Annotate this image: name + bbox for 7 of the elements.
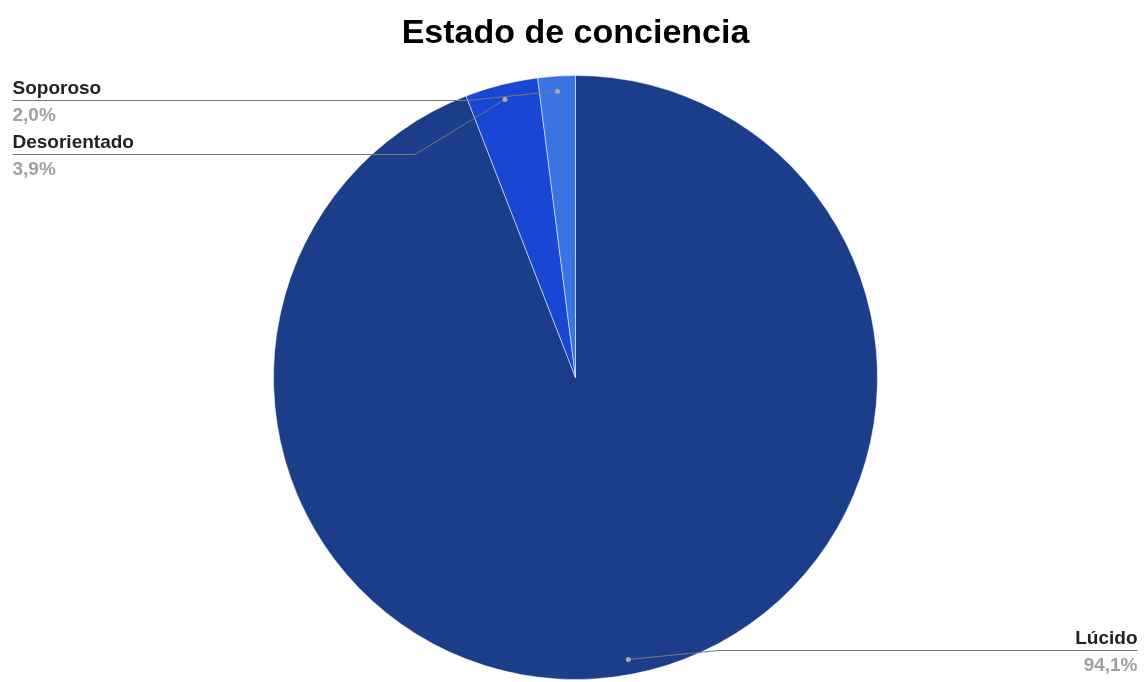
slice-label: Lúcido [1075, 627, 1138, 648]
data-label: 2,0% [12, 104, 56, 125]
slice-label: Desorientado [12, 131, 134, 152]
data-label: 94,1% [1083, 654, 1138, 675]
chart-title: Estado de conciencia [401, 11, 751, 50]
data-label: 3,9% [12, 158, 56, 179]
slice-label: Soporoso [12, 77, 102, 98]
